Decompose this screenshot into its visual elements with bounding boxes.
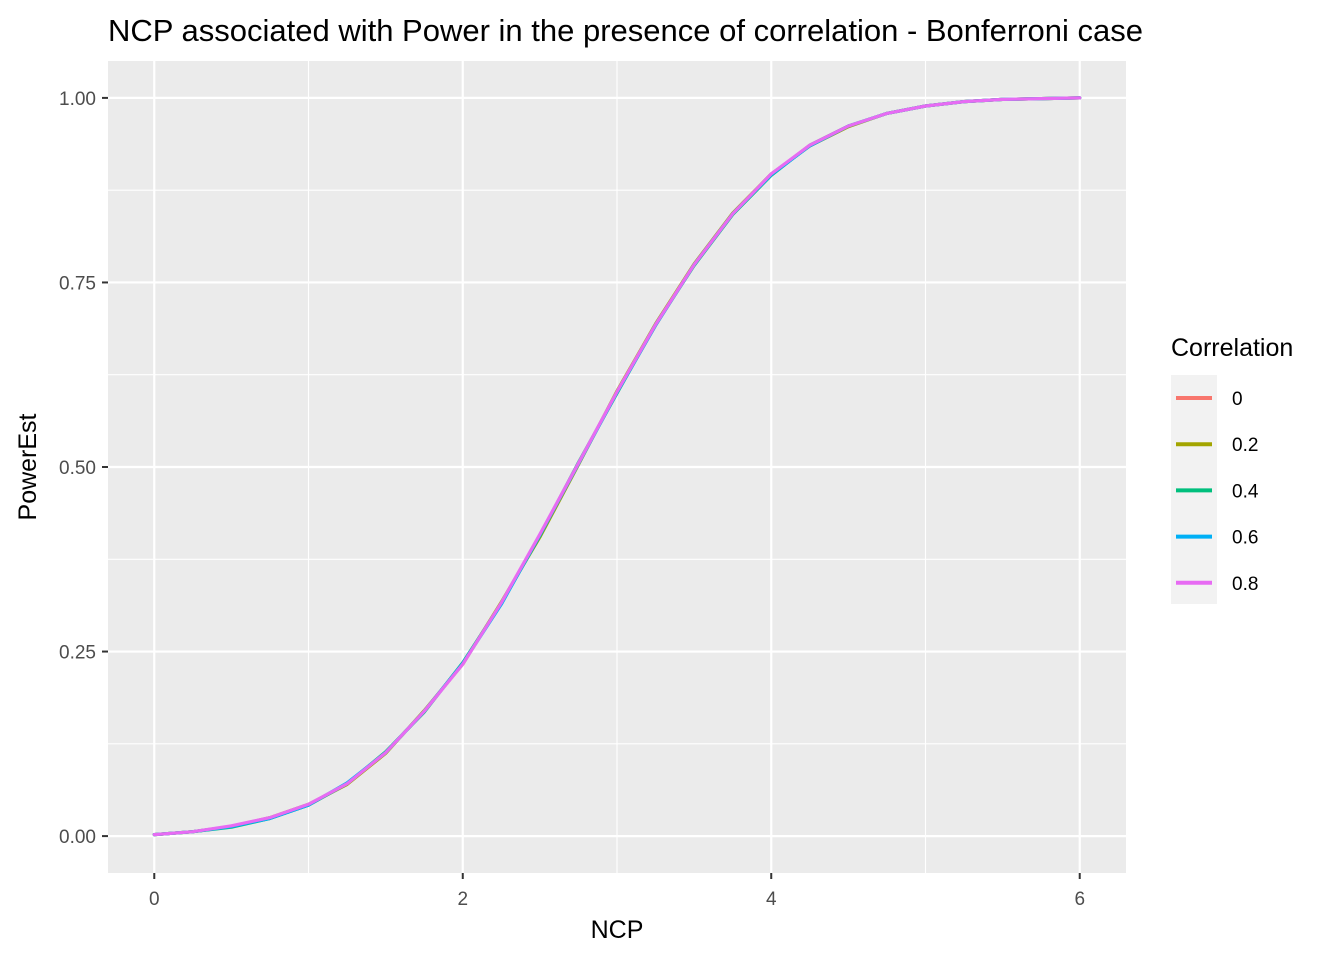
tick-labels: 0 2 4 6 0.00 0.25 0.50 0.75 1.00: [59, 89, 1085, 910]
legend-label: 0.2: [1232, 435, 1258, 456]
y-tick-label: 0.00: [59, 827, 96, 848]
x-tick-label: 2: [457, 889, 468, 910]
legend-label: 0.6: [1232, 528, 1258, 549]
legend-items: 0 0.2 0.4 0.6 0.8: [1176, 389, 1259, 595]
x-axis-title: NCP: [591, 916, 644, 944]
major-gridlines: [108, 61, 1126, 873]
legend-label: 0: [1232, 389, 1243, 410]
x-tick-label: 0: [149, 889, 160, 910]
y-tick-label: 0.75: [59, 273, 96, 294]
y-tick-label: 0.50: [59, 458, 96, 479]
legend-label: 0.8: [1232, 574, 1258, 595]
y-tick-label: 0.25: [59, 643, 96, 664]
axis-ticks: [102, 96, 1081, 879]
x-tick-label: 6: [1074, 889, 1085, 910]
chart-title: NCP associated with Power in the presenc…: [108, 13, 1143, 48]
x-tick-label: 4: [766, 889, 777, 910]
y-tick-label: 1.00: [59, 89, 96, 110]
series-line-0-8: [152, 96, 1082, 837]
series-lines: [152, 96, 1082, 837]
y-axis-title: PowerEst: [14, 413, 42, 520]
legend-title: Correlation: [1171, 334, 1293, 362]
legend-label: 0.4: [1232, 481, 1259, 502]
legend: Correlation 0 0.2 0.4 0.6 0.8: [1171, 334, 1293, 604]
